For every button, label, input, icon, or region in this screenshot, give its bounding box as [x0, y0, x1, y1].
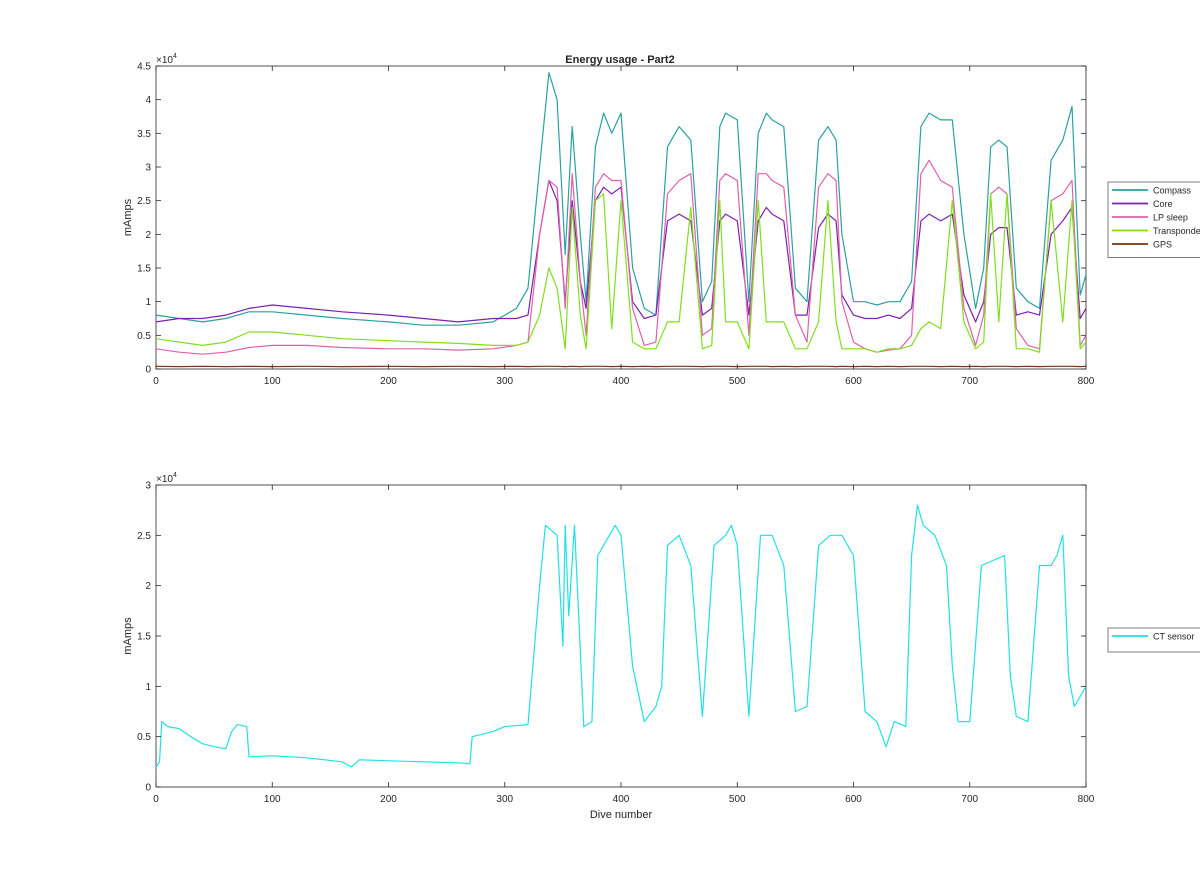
y-multiplier: ×104 — [156, 53, 177, 66]
y-tick-label: 1 — [145, 682, 151, 693]
y-tick-label: 2 — [145, 581, 151, 592]
chart-title: Energy usage - Part2 — [565, 54, 674, 66]
legend-label: Compass — [1153, 186, 1192, 196]
series-line-ct-sensor — [155, 504, 1087, 768]
x-tick-label: 0 — [153, 376, 159, 387]
x-tick-label: 100 — [264, 376, 281, 387]
x-tick-label: 600 — [845, 794, 862, 805]
y-tick-label: 2.5 — [137, 196, 151, 207]
x-axis-label: Dive number — [590, 809, 653, 821]
top-plot: 0 100 200 300 400 500 600 700 800 0 0.5 1 1.5 2 2.5 3 3.… — [122, 53, 1200, 387]
y-tick-label: 3.5 — [137, 129, 151, 140]
legend: CT sensor — [1107, 627, 1200, 653]
y-tick-label: 0.5 — [137, 331, 151, 342]
series-line-transponder — [155, 193, 1087, 353]
legend-label: Core — [1153, 199, 1173, 209]
series-line-lp-sleep — [155, 159, 1087, 355]
x-tick-label: 800 — [1078, 794, 1095, 805]
legend-label: Transponder — [1153, 226, 1200, 236]
y-multiplier: ×104 — [156, 472, 177, 485]
legend-box — [1107, 627, 1200, 653]
series-line-compass — [155, 72, 1087, 326]
x-tick-label: 300 — [496, 794, 513, 805]
y-tick-label: 4 — [145, 95, 151, 106]
legend-box — [1107, 181, 1200, 258]
plot-area — [155, 484, 1087, 788]
y-tick-label: 3 — [145, 481, 151, 492]
x-tick-label: 100 — [264, 794, 281, 805]
legend: Compass Core LP sleep Transponder GPS — [1107, 181, 1200, 258]
x-tick-label: 800 — [1078, 376, 1095, 387]
y-tick-label: 4.5 — [137, 62, 151, 73]
y-axis-label: mAmps — [122, 617, 134, 655]
y-tick-label: 0 — [145, 365, 151, 376]
y-axis-label: mAmps — [122, 198, 134, 236]
y-tick-label: 1.5 — [137, 632, 151, 643]
x-tick-label: 400 — [613, 376, 630, 387]
y-tick-label: 2 — [145, 230, 151, 241]
x-tick-label: 0 — [153, 794, 159, 805]
y-tick-label: 1 — [145, 297, 151, 308]
legend-label: GPS — [1153, 240, 1172, 250]
x-tick-label: 500 — [729, 794, 746, 805]
y-tick-label: 3 — [145, 163, 151, 174]
legend-label: CT sensor — [1153, 632, 1194, 642]
bottom-plot: 0 100 200 300 400 500 600 700 800 0 0.5 1 1.5 2 2.5 3 ×1… — [122, 472, 1200, 821]
x-tick-label: 500 — [729, 376, 746, 387]
y-tick-label: 2.5 — [137, 531, 151, 542]
y-tick-label: 0 — [145, 783, 151, 794]
x-tick-label: 300 — [496, 376, 513, 387]
x-tick-label: 200 — [380, 376, 397, 387]
x-tick-label: 600 — [845, 376, 862, 387]
x-tick-label: 400 — [613, 794, 630, 805]
legend-label: LP sleep — [1153, 213, 1188, 223]
y-tick-label: 1.5 — [137, 264, 151, 275]
x-tick-label: 200 — [380, 794, 397, 805]
y-tick-label: 0.5 — [137, 732, 151, 743]
x-tick-label: 700 — [961, 376, 978, 387]
series-line-core — [155, 179, 1087, 323]
x-tick-label: 700 — [961, 794, 978, 805]
